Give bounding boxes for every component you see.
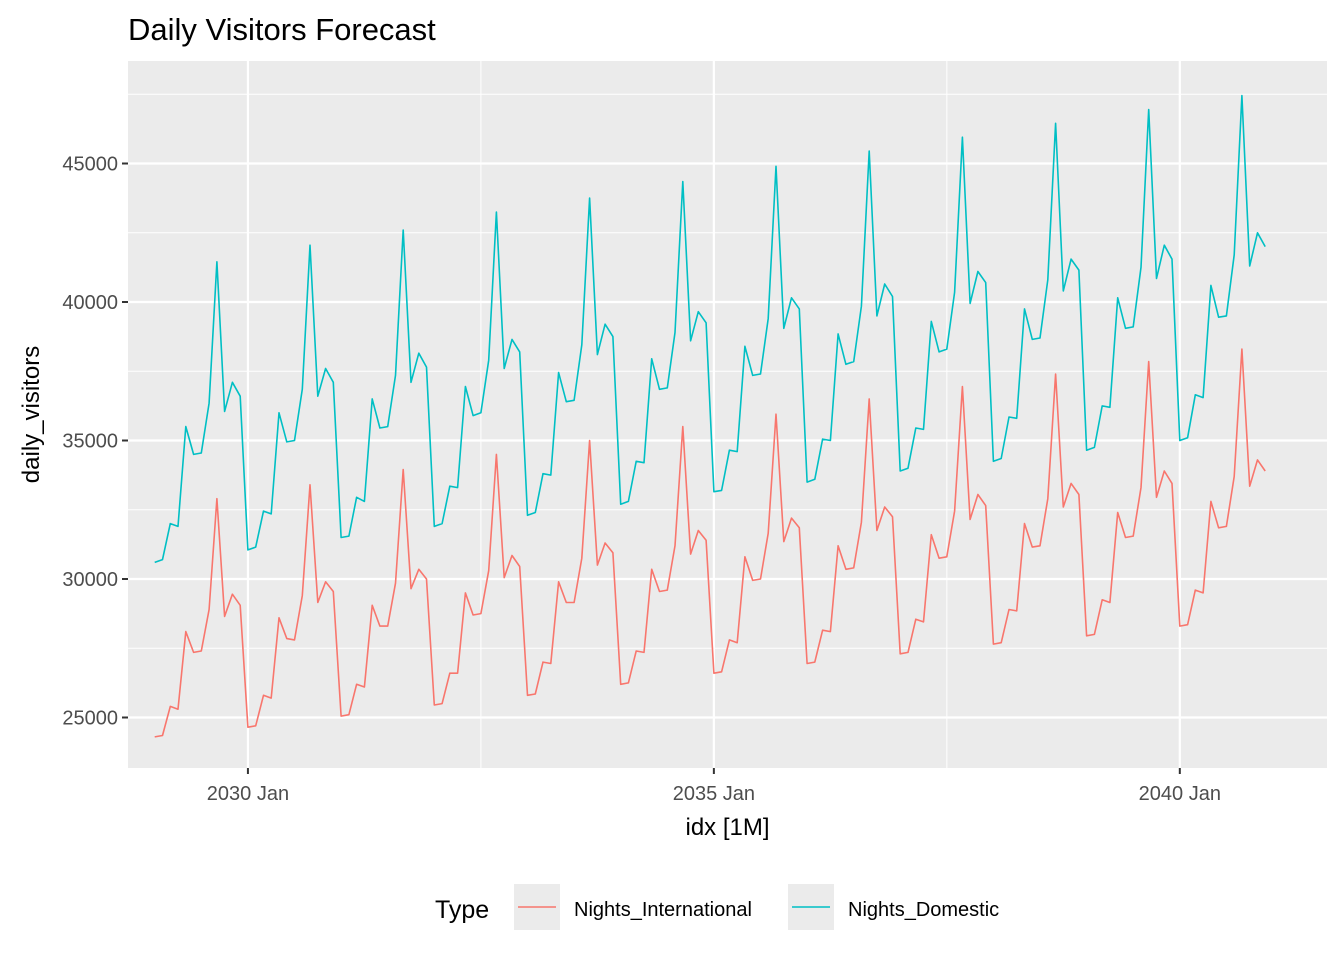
major-gridlines	[128, 61, 1327, 768]
series-line-nights-international	[154, 348, 1266, 738]
x-axis-title: idx [1M]	[685, 814, 769, 841]
series-line-nights-domestic	[154, 94, 1266, 564]
plot-panel	[128, 61, 1327, 768]
y-axis-ticks: 25000 30000 35000 40000 45000	[62, 154, 128, 730]
legend-label: Nights_International	[574, 899, 752, 921]
y-tick-label: 25000	[62, 708, 118, 730]
legend-title: Type	[435, 896, 489, 924]
chart-title: Daily Visitors Forecast	[128, 12, 436, 47]
y-tick-label: 35000	[62, 431, 118, 453]
x-tick-label: 2030 Jan	[207, 783, 289, 805]
y-axis-title: daily_visitors	[18, 346, 45, 483]
legend: Type Nights_International Nights_Domestic	[435, 884, 999, 930]
y-tick-label: 30000	[62, 569, 118, 591]
y-tick-label: 45000	[62, 154, 118, 176]
legend-label: Nights_Domestic	[848, 899, 999, 921]
x-tick-label: 2040 Jan	[1139, 783, 1221, 805]
y-tick-label: 40000	[62, 292, 118, 314]
x-tick-label: 2035 Jan	[673, 783, 755, 805]
x-axis-ticks: 2030 Jan 2035 Jan 2040 Jan	[207, 768, 1221, 805]
series-lines	[154, 94, 1266, 738]
